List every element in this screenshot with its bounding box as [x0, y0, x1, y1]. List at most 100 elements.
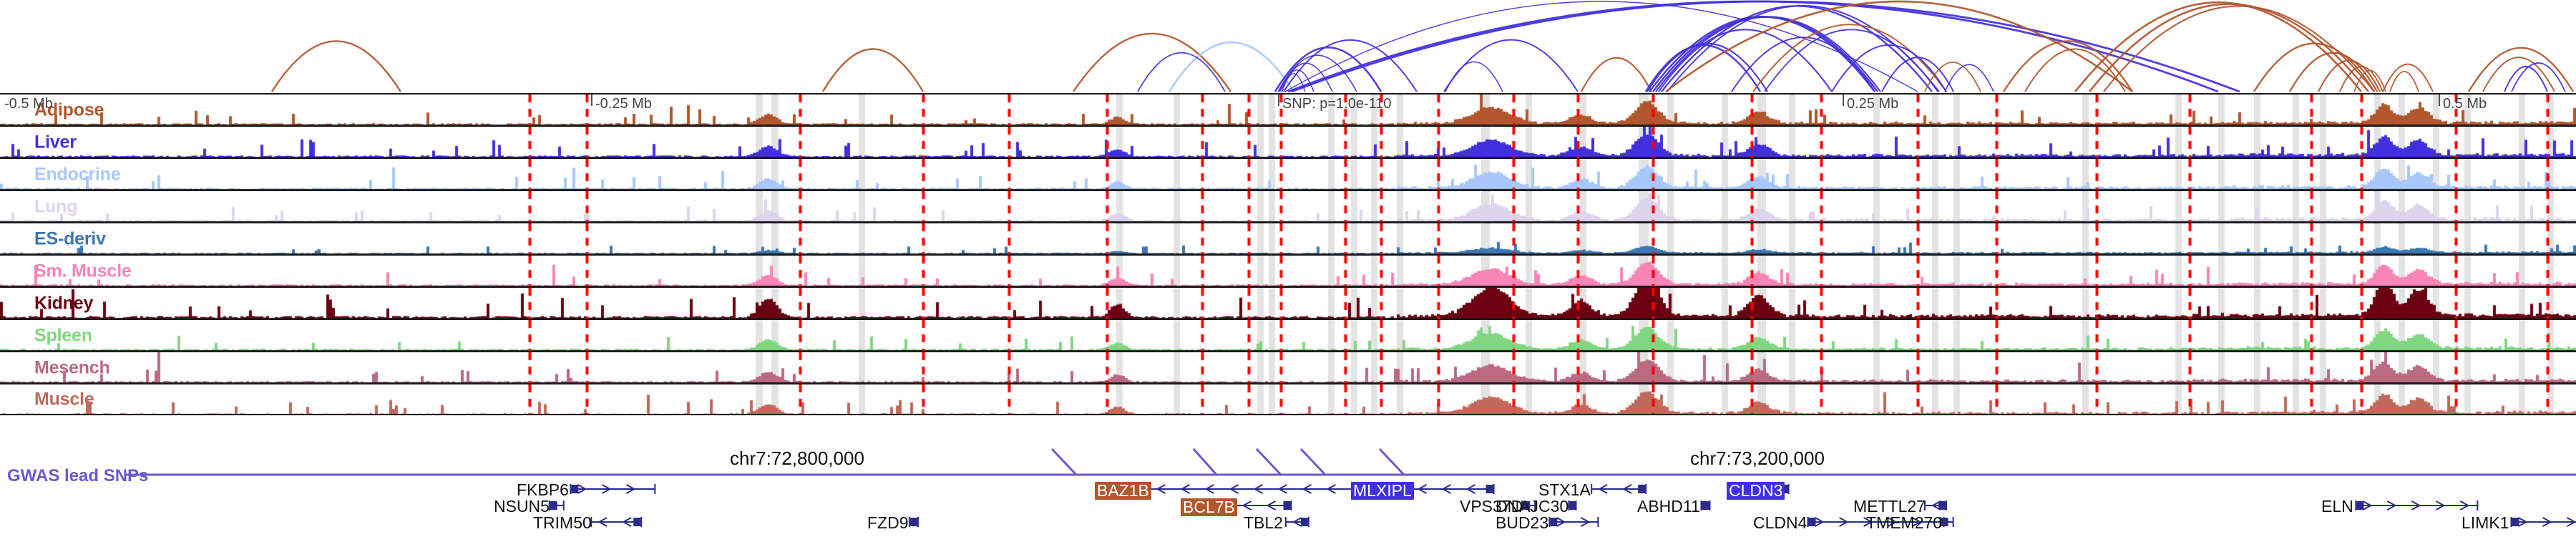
interaction-arc [2318, 59, 2381, 92]
gene-label-fzd9[interactable]: FZD9 [867, 513, 909, 532]
gene-label-cldn3[interactable]: CLDN3 [1727, 482, 1785, 500]
gene-label-eln[interactable]: ELN [2321, 497, 2353, 516]
signal-canvas-endocrine [0, 159, 2576, 190]
interaction-arc [1274, 46, 1382, 92]
interaction-arc [1291, 0, 2240, 93]
gene-label-limk1[interactable]: LIMK1 [2462, 513, 2509, 532]
gene-exon-block [1702, 501, 1709, 510]
track-label-adipose: Adipose [34, 100, 104, 120]
axis-tick-label: -0.5 Mb [4, 96, 53, 112]
gene-label-fkbp6[interactable]: FKBP6 [517, 480, 569, 499]
interaction-arc [1944, 64, 1994, 92]
gene-strand-arrow [1556, 517, 1566, 527]
signal-track-muscle[interactable]: Muscle [0, 383, 2576, 415]
signal-track-sm_muscle[interactable]: Sm. Muscle [0, 254, 2576, 286]
gene-strand-arrow [601, 484, 612, 494]
interaction-arc [2467, 47, 2575, 92]
gene-label-abhd11[interactable]: ABHD11 [1637, 497, 1700, 516]
gene-exon-block [1938, 501, 1946, 510]
gene-exon-block [909, 518, 917, 526]
gene-label-tmem270[interactable]: TMEM270 [1866, 513, 1943, 532]
signal-track-mesench[interactable]: Mesench [0, 351, 2576, 383]
axis-tick-mark [1843, 95, 1844, 106]
arc-svg [270, 0, 2575, 93]
gene-strand-arrow [1241, 500, 1252, 511]
gene-label-trim50[interactable]: TRIM50 [533, 513, 592, 532]
track-label-liver: Liver [34, 132, 77, 152]
gene-strand-arrow [1180, 484, 1191, 494]
gene-strand-arrow [1580, 517, 1591, 527]
gene-exon-block [2512, 518, 2519, 526]
signal-canvas-sm_muscle [0, 256, 2576, 286]
gene-exon-block [1485, 485, 1493, 493]
axis-tick-mark [1278, 95, 1279, 106]
interaction-arc [821, 48, 924, 92]
signal-canvas-mesench [0, 352, 2576, 383]
gene-label-baz1b[interactable]: BAZ1B [1095, 482, 1151, 500]
interaction-arc [2024, 48, 2126, 92]
signal-track-endocrine[interactable]: Endocrine [0, 158, 2576, 190]
genomic-coordinate-label: chr7:73,200,000 [1690, 448, 1825, 469]
track-label-es_deriv: ES-deriv [34, 228, 106, 248]
interaction-arc [1284, 1, 1918, 92]
gene-strand-arrow [1302, 484, 1312, 494]
interaction-arc [270, 40, 402, 92]
signal-canvas-lung [0, 191, 2576, 222]
signal-track-es_deriv[interactable]: ES-deriv [0, 222, 2576, 254]
gene-label-vps37d[interactable]: VPS37D [1460, 497, 1523, 516]
interaction-arc [1658, 29, 1833, 92]
interaction-arc [2511, 62, 2566, 92]
gene-label-mettl27[interactable]: METTL27 [1853, 497, 1926, 516]
gene-strand-arrow [2459, 500, 2470, 511]
interaction-arc [1924, 62, 1981, 92]
gene-strand-arrow [1465, 484, 1476, 494]
gene-label-tbl2[interactable]: TBL2 [1244, 513, 1283, 532]
gene-strand-arrow [1863, 517, 1873, 527]
gene-label-bcl7b[interactable]: BCL7B [1181, 498, 1237, 516]
interaction-arc [1752, 24, 1947, 92]
gwas-lead-snp-connector [1378, 448, 1405, 476]
signal-canvas-spleen [0, 320, 2576, 351]
interaction-arc [2288, 52, 2379, 92]
signal-track-liver[interactable]: Liver [0, 125, 2576, 158]
gwas-lead-snp-connector [1192, 448, 1218, 475]
signal-track-lung[interactable]: Lung [0, 190, 2576, 222]
gene-strand-arrow [2435, 500, 2446, 511]
signal-canvas-adipose [0, 95, 2576, 125]
gene-strand-arrow [1156, 484, 1166, 494]
gene-strand-arrow [1888, 517, 1898, 527]
axis-tick-label: SNP: p=1.0e-110 [1282, 96, 1392, 112]
signal-track-adipose[interactable]: Adipose -0.5 Mb -0.25 Mb SNP: p=1.0e-110 0.2… [0, 93, 2576, 125]
gene-label-bud23[interactable]: BUD23 [1496, 513, 1549, 532]
signal-track-spleen[interactable]: Spleen [0, 319, 2576, 351]
gene-strand-arrow [2362, 500, 2373, 511]
gene-strand-arrow [1931, 500, 1941, 511]
gene-label-dnajc30[interactable]: DNAJC30 [1496, 497, 1569, 516]
gene-strand-arrow [2386, 500, 2397, 511]
axis-tick-label: 0.25 Mb [1847, 96, 1899, 112]
gene-exon-block [1300, 518, 1308, 526]
interaction-arc [2339, 65, 2384, 92]
gene-label-stx1a[interactable]: STX1A [1538, 480, 1591, 499]
interaction-arc [1881, 57, 1954, 92]
gene-label-cldn4[interactable]: CLDN4 [1753, 513, 1807, 532]
gene-strand-arrow [1815, 517, 1825, 527]
signal-track-kidney[interactable]: Kidney [0, 286, 2576, 319]
gene-label-nsun5[interactable]: NSUN5 [494, 497, 550, 516]
track-label-sm_muscle: Sm. Muscle [34, 261, 132, 281]
interaction-arc [1445, 61, 1503, 92]
interaction-arc [2353, 69, 2386, 92]
gene-strand-arrow [577, 484, 587, 494]
interaction-arc [1831, 44, 1947, 92]
gene-label-mlxipl[interactable]: MLXIPL [1351, 482, 1414, 500]
interaction-arc [1731, 37, 1875, 92]
gene-exon-block [571, 485, 579, 493]
gene-exon-block [1283, 501, 1291, 510]
gene-strand-arrow [1204, 484, 1215, 494]
interaction-arc [1655, 16, 1881, 92]
interaction-arc [1168, 42, 1295, 92]
track-label-mesench: Mesench [34, 357, 110, 377]
interaction-arc [1764, 29, 1938, 92]
gene-exon-block [550, 501, 557, 510]
genomic-coordinate-label: chr7:72,800,000 [730, 448, 864, 469]
